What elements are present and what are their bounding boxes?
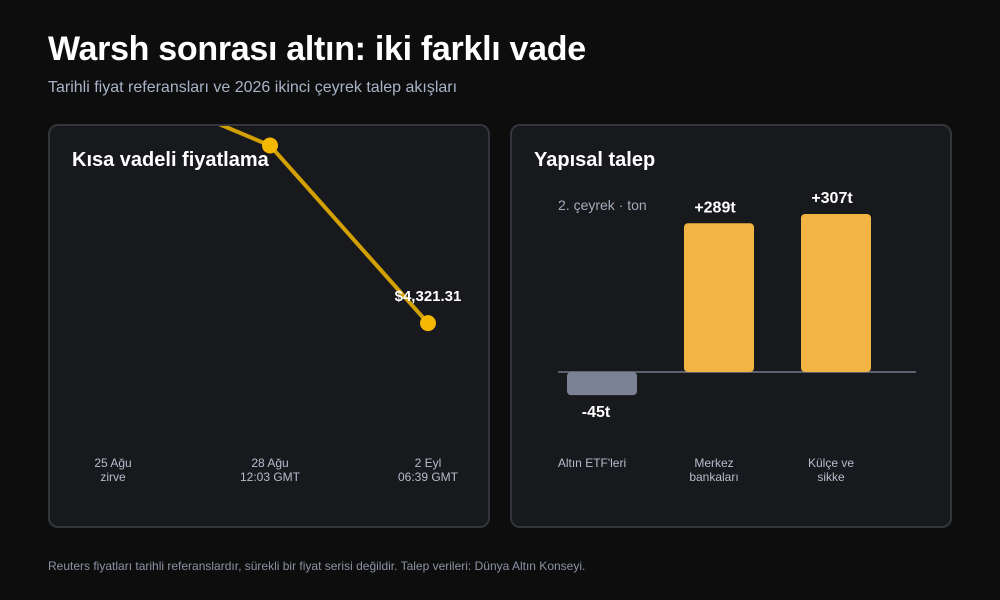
demand-bar-chart: 2. çeyrek · ton -45t Altın ETF'leri +289t Me… (558, 190, 916, 484)
demand-x-tick-1-1: bankaları (689, 470, 738, 484)
price-chart-title: Kısa vadeli fiyatlama (72, 149, 269, 171)
demand-data-label-1: +289t (694, 199, 736, 216)
page-subtitle: Tarihli fiyat referansları ve 2026 ikinc… (48, 79, 458, 96)
price-series-line (218, 126, 430, 326)
demand-bar-0 (567, 372, 637, 396)
price-x-tick-1-1: 12:03 GMT (240, 470, 301, 484)
demand-chart-title: Yapısal talep (534, 149, 656, 171)
demand-data-label-2: +307t (811, 190, 853, 207)
demand-bar-2 (801, 214, 871, 372)
price-point-2 (420, 315, 436, 332)
demand-chart-panel: Yapısal talep 2. çeyrek · ton -45t Altın E… (510, 124, 952, 528)
footnote: Reuters fiyatları tarihli referanslardır… (48, 559, 586, 573)
price-data-label-2: $4,321.31 (395, 288, 462, 305)
demand-data-label-0: -45t (582, 404, 611, 421)
demand-x-tick-2-1: sikke (817, 470, 845, 484)
price-point-1 (262, 137, 278, 154)
price-chart-panel: Kısa vadeli fiyatlama $4,696.1825 Ağuzir… (48, 124, 490, 528)
demand-unit-note: 2. çeyrek · ton (558, 197, 647, 213)
price-x-tick-2-0: 2 Eyl (415, 456, 442, 470)
demand-x-tick-1-0: Merkez (694, 456, 733, 470)
price-x-tick-0-0: 25 Ağu (94, 456, 131, 470)
demand-x-tick-0-0: Altın ETF'leri (558, 456, 626, 470)
demand-x-tick-2-0: Külçe ve (808, 456, 854, 470)
price-data-label-1: $4,594.61 (237, 126, 304, 128)
demand-bar-1 (684, 223, 754, 372)
page-title: Warsh sonrası altın: iki farklı vade (48, 30, 586, 68)
price-x-tick-0-1: zirve (100, 470, 126, 484)
price-x-tick-2-1: 06:39 GMT (398, 470, 459, 484)
price-x-tick-1-0: 28 Ağu (251, 456, 288, 470)
